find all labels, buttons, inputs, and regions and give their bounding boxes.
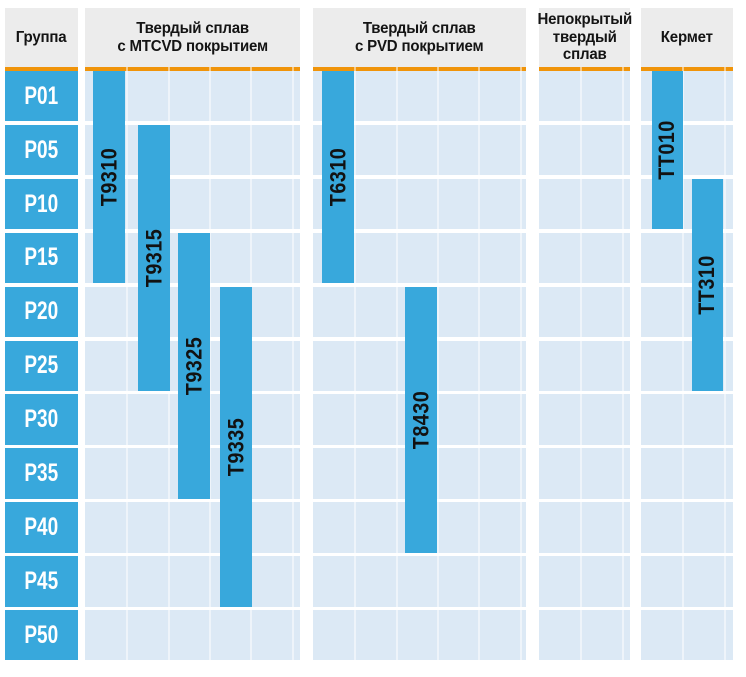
grade-bar-label: T9335 bbox=[223, 417, 249, 476]
group-row-cell: P50 bbox=[5, 610, 78, 661]
grade-bar: T9335 bbox=[220, 286, 252, 607]
group-row-cell: P05 bbox=[5, 124, 78, 176]
grade-bar-label: TT310 bbox=[694, 255, 720, 315]
grade-bar: T8430 bbox=[405, 286, 437, 553]
row-stripe bbox=[641, 556, 733, 607]
group-row-cell: P40 bbox=[5, 502, 78, 553]
row-stripe bbox=[641, 502, 733, 553]
column-header-line: Твердый сплав bbox=[136, 20, 249, 37]
column-header-cermet: Кермет bbox=[641, 8, 733, 67]
group-row-label: P50 bbox=[24, 620, 59, 649]
row-stripe bbox=[539, 340, 630, 391]
group-row-cell: P30 bbox=[5, 394, 78, 445]
column-header-label: Кермет bbox=[661, 29, 713, 47]
group-row-cell: P10 bbox=[5, 178, 78, 230]
column-header-line: Кермет bbox=[660, 28, 714, 46]
group-row-cell: P01 bbox=[5, 71, 78, 122]
group-row-cell: P20 bbox=[5, 286, 78, 338]
row-stripe bbox=[539, 556, 630, 607]
grade-bar: T9315 bbox=[138, 124, 170, 391]
grade-bar-label: T8430 bbox=[408, 390, 434, 449]
grade-bar: T9325 bbox=[178, 232, 210, 499]
accent-line bbox=[313, 67, 526, 71]
group-row-cell: P35 bbox=[5, 448, 78, 499]
row-stripe bbox=[539, 610, 630, 661]
column-header-mtcvd: Твердый сплав с MTCVD покрытием bbox=[85, 8, 300, 67]
row-stripe bbox=[85, 556, 300, 607]
group-row-label: P45 bbox=[24, 566, 59, 595]
column-header-line: с PVD покрытием bbox=[355, 37, 484, 55]
grade-bar: TT010 bbox=[652, 71, 683, 230]
group-row-label: P15 bbox=[24, 243, 59, 272]
row-stripe bbox=[313, 610, 526, 661]
grade-bar: T9310 bbox=[93, 71, 125, 284]
column-header-line: с MTCVD покрытием bbox=[117, 37, 268, 55]
grade-bar: T6310 bbox=[322, 71, 354, 284]
row-stripe bbox=[85, 502, 300, 553]
grid-hairline bbox=[126, 67, 128, 661]
column-header-group: Группа bbox=[5, 8, 78, 67]
grid-hairline bbox=[209, 67, 211, 661]
row-stripe bbox=[539, 178, 630, 230]
row-stripe bbox=[539, 286, 630, 338]
grade-bar-label: T9315 bbox=[141, 228, 167, 288]
group-row-label: P40 bbox=[24, 512, 59, 541]
column-header-label: Непокрытый твердый сплав bbox=[537, 11, 632, 64]
row-stripe bbox=[85, 610, 300, 661]
column-header-line: твердый bbox=[552, 28, 617, 46]
group-row-label: P30 bbox=[24, 405, 59, 434]
row-stripe bbox=[539, 448, 630, 499]
column-header-label: Твердый сплав с PVD покрытием bbox=[355, 20, 484, 55]
column-header-line: Группа bbox=[16, 28, 67, 46]
grid-hairline bbox=[682, 67, 684, 661]
row-stripe bbox=[539, 502, 630, 553]
group-row-label: P01 bbox=[24, 81, 59, 110]
row-stripe bbox=[641, 448, 733, 499]
column-header-label: Группа bbox=[16, 29, 67, 47]
grid-hairline bbox=[354, 67, 356, 661]
column-header-uncoated: Непокрытый твердый сплав bbox=[537, 8, 632, 67]
group-row-label: P10 bbox=[24, 189, 59, 218]
row-stripe bbox=[539, 394, 630, 445]
column-header-line: сплав bbox=[562, 46, 607, 64]
accent-line bbox=[539, 67, 630, 71]
column-header-label: Твердый сплав с MTCVD покрытием bbox=[117, 20, 268, 55]
grid-hairline bbox=[520, 67, 522, 661]
grid-hairline bbox=[724, 67, 726, 661]
row-stripe bbox=[539, 124, 630, 176]
accent-line bbox=[5, 67, 78, 71]
group-row-cell: P15 bbox=[5, 232, 78, 284]
row-stripe bbox=[641, 610, 733, 661]
row-stripe bbox=[539, 232, 630, 284]
grade-bar: TT310 bbox=[692, 178, 723, 391]
grid-hairline bbox=[478, 67, 480, 661]
grade-bar-label: T9310 bbox=[96, 147, 122, 207]
accent-line bbox=[85, 67, 300, 71]
grid-hairline bbox=[580, 67, 582, 661]
group-row-label: P35 bbox=[24, 459, 59, 488]
accent-line bbox=[641, 67, 733, 71]
grade-bar-label: T9325 bbox=[181, 336, 207, 395]
row-stripe bbox=[539, 71, 630, 122]
grid-hairline bbox=[622, 67, 624, 661]
group-row-label: P20 bbox=[24, 297, 59, 326]
grid-hairline bbox=[292, 67, 294, 661]
group-row-label: P25 bbox=[24, 351, 59, 380]
group-row-cell: P25 bbox=[5, 340, 78, 391]
row-stripe bbox=[313, 556, 526, 607]
grid-hairline bbox=[396, 67, 398, 661]
group-row-label: P05 bbox=[24, 135, 59, 164]
grade-bar-label: TT010 bbox=[654, 120, 680, 180]
grade-bar-label: T6310 bbox=[325, 147, 351, 207]
column-header-line: Непокрытый bbox=[537, 11, 632, 29]
column-header-line: Твердый сплав bbox=[363, 20, 476, 37]
group-row-cell: P45 bbox=[5, 556, 78, 607]
grid-hairline bbox=[437, 67, 439, 661]
row-stripe bbox=[641, 394, 733, 445]
column-header-pvd: Твердый сплав с PVD покрытием bbox=[313, 8, 526, 67]
